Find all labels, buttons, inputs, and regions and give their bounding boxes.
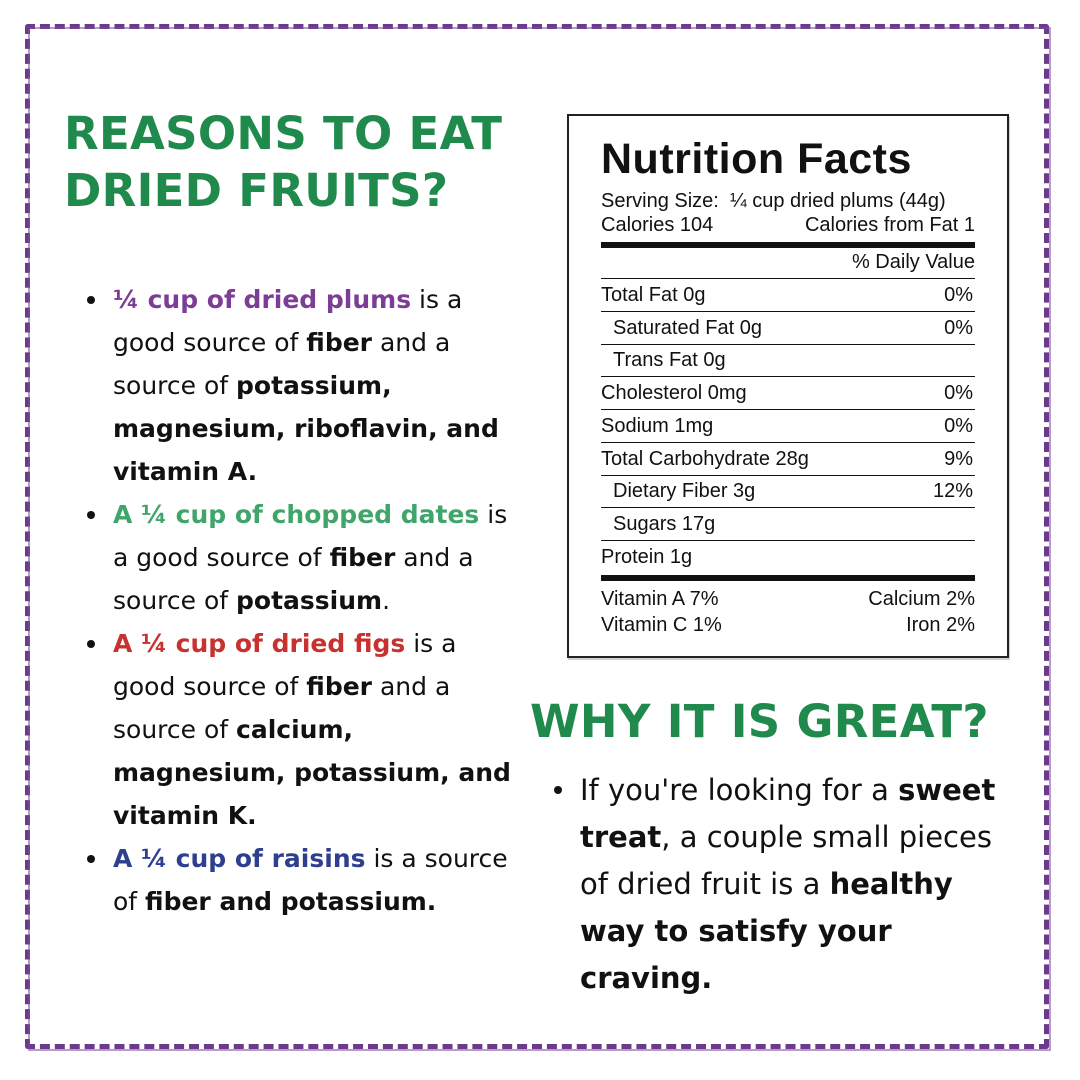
text-segment: potassium, magnesium, riboflavin, and vi… <box>113 371 499 486</box>
nutrient-label: Sodium 1mg <box>601 414 714 437</box>
nutrient-label: Cholesterol 0mg <box>601 382 747 405</box>
vitamin-line-2: Vitamin C 1% Iron 2% <box>601 613 975 637</box>
nutrient-row: Dietary Fiber 3g 12% <box>601 475 975 509</box>
nutrient-daily-value: 9% <box>944 447 973 470</box>
text-segment: and a source of <box>113 672 451 744</box>
text-segment: If you're looking for a <box>580 773 899 807</box>
text-segment: healthy way to satisfy your craving. <box>580 867 953 995</box>
text-segment: is a good source of <box>113 285 463 357</box>
nutrient-daily-value: 0% <box>944 316 973 339</box>
text-segment: is a source of <box>113 844 508 916</box>
calories-from-fat: Calories from Fat 1 <box>804 214 975 236</box>
nutrient-row: Protein 1g <box>601 541 975 573</box>
text-segment: fiber <box>306 328 373 357</box>
nutrient-label: Trans Fat 0g <box>613 349 726 372</box>
nutrient-label: Dietary Fiber 3g <box>613 480 756 503</box>
list-item-figs: A ¼ cup of dried figs is a good source o… <box>87 622 513 837</box>
text-segment: fiber <box>306 672 373 701</box>
nutrient-row: Total Fat 0g 0% <box>601 279 975 312</box>
thick-divider <box>601 242 975 248</box>
nutrient-label: Protein 1g <box>601 545 693 568</box>
nutrition-facts-label: Nutrition Facts Serving Size: ¼ cup drie… <box>567 114 1009 658</box>
nutrient-daily-value: 0% <box>944 382 973 405</box>
nutrient-label: Total Fat 0g <box>601 284 706 306</box>
text-segment: fiber and potassium. <box>145 887 437 916</box>
page-border-inner <box>28 27 1051 1051</box>
daily-value-label: % Daily Value <box>851 251 975 273</box>
text-segment: ¼ cup of dried plums <box>113 285 412 314</box>
thick-divider-bottom <box>601 575 975 581</box>
nutrient-row: Cholesterol 0mg 0% <box>601 377 975 411</box>
nutrient-daily-value: 12% <box>932 480 973 503</box>
text-segment: and a source of <box>113 543 474 615</box>
right-heading: WHY IT IS GREAT? <box>530 695 989 748</box>
nutrient-label: Total Carbohydrate 28g <box>601 447 809 470</box>
nutrient-label: Sugars 17g <box>613 512 716 535</box>
vitamin-c: Vitamin C 1% <box>601 614 722 636</box>
nutrient-label: Saturated Fat 0g <box>613 316 762 339</box>
serving-label: Serving Size: <box>601 190 719 212</box>
why-great-list: If you're looking for a sweet treat, a c… <box>554 767 1020 1002</box>
text-segment: is a good source of <box>113 500 508 572</box>
nutrient-row: Total Carbohydrate 28g 9% <box>601 443 975 476</box>
list-item-plums: ¼ cup of dried plums is a good source of… <box>87 278 513 493</box>
text-segment: . <box>382 586 391 615</box>
text-segment: A ¼ cup of chopped dates <box>113 500 480 529</box>
text-segment: is a good source of <box>113 629 457 701</box>
list-item-dates: A ¼ cup of chopped dates is a good sourc… <box>87 493 513 622</box>
calories-line: Calories 104 Calories from Fat 1 <box>601 213 975 237</box>
text-segment: A ¼ cup of raisins <box>113 844 366 873</box>
text-segment: fiber <box>329 543 396 572</box>
serving-size: Serving Size: ¼ cup dried plums (44g) <box>601 189 975 213</box>
calcium: Calcium 2% <box>868 588 975 610</box>
list-item-sweet-treat: If you're looking for a sweet treat, a c… <box>554 767 1020 1002</box>
text-segment: calcium, magnesium, potassium, and vitam… <box>113 715 511 830</box>
text-segment: A ¼ cup of dried figs <box>113 629 406 658</box>
nutrient-daily-value: 0% <box>944 284 973 306</box>
page-border <box>25 24 1049 1049</box>
text-segment: potassium <box>236 586 383 615</box>
text-segment: sweet treat <box>580 773 996 854</box>
iron: Iron 2% <box>906 614 975 636</box>
left-heading: REASONS TO EAT DRIED FRUITS? <box>64 107 503 217</box>
vitamin-a: Vitamin A 7% <box>601 588 719 610</box>
fruit-benefits-list: ¼ cup of dried plums is a good source of… <box>87 278 513 923</box>
nutrient-row: Sodium 1mg 0% <box>601 410 975 443</box>
text-segment: and a source of <box>113 328 451 400</box>
calories: Calories 104 <box>601 214 714 236</box>
text-segment: , a couple small pieces of dried fruit i… <box>580 820 992 901</box>
nutrition-title: Nutrition Facts <box>601 135 912 183</box>
nutrient-daily-value: 0% <box>944 414 973 437</box>
daily-value-header: % Daily Value <box>601 246 975 279</box>
nutrient-row: Trans Fat 0g <box>601 344 975 378</box>
nutrient-row: Sugars 17g <box>601 508 975 541</box>
list-item-raisins: A ¼ cup of raisins is a source of fiber … <box>87 837 513 923</box>
serving-value: ¼ cup dried plums (44g) <box>729 190 946 212</box>
vitamin-line-1: Vitamin A 7% Calcium 2% <box>601 587 975 611</box>
nutrient-row: Saturated Fat 0g 0% <box>601 312 975 345</box>
